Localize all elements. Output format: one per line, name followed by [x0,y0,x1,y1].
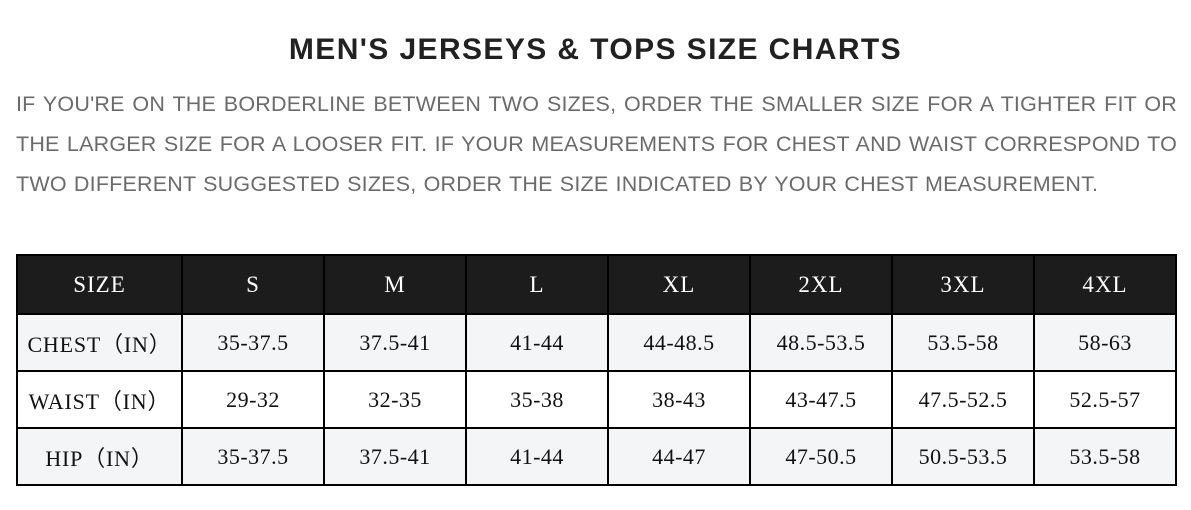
table-header-row: SIZE S M L XL 2XL 3XL 4XL [16,254,1177,315]
cell-chest-xl: 44-48.5 [607,313,751,372]
cell-chest-2xl: 48.5-53.5 [749,313,893,372]
page-title: MEN'S JERSEYS & TOPS SIZE CHARTS [288,33,903,66]
table-header: SIZE S M L XL 2XL 3XL 4XL [16,254,1177,315]
cell-chest-4xl: 58-63 [1033,313,1177,372]
table-row-waist: WAIST（IN） 29-32 32-35 35-38 38-43 43-47.… [16,370,1177,429]
size-chart-table: SIZE S M L XL 2XL 3XL 4XL CHEST（IN） 35-3… [16,254,1177,486]
cell-hip-s: 35-37.5 [181,427,325,486]
cell-waist-3xl: 47.5-52.5 [891,370,1035,429]
column-header-2xl: 2XL [749,254,893,315]
cell-chest-3xl: 53.5-58 [891,313,1035,372]
table-body: CHEST（IN） 35-37.5 37.5-41 41-44 44-48.5 … [16,313,1177,486]
table-row-hip: HIP（IN） 35-37.5 37.5-41 41-44 44-47 47-5… [16,427,1177,486]
column-header-l: L [465,254,609,315]
column-header-m: M [323,254,467,315]
cell-hip-2xl: 47-50.5 [749,427,893,486]
sizing-instructions-text: IF YOU'RE ON THE BORDERLINE BETWEEN TWO … [16,92,1177,196]
row-label-chest: CHEST（IN） [16,313,183,372]
column-header-4xl: 4XL [1033,254,1177,315]
cell-chest-m: 37.5-41 [323,313,467,372]
cell-hip-3xl: 50.5-53.5 [891,427,1035,486]
cell-waist-2xl: 43-47.5 [749,370,893,429]
cell-waist-4xl: 52.5-57 [1033,370,1177,429]
cell-waist-s: 29-32 [181,370,325,429]
row-label-waist: WAIST（IN） [16,370,183,429]
size-table-container: SIZE S M L XL 2XL 3XL 4XL CHEST（IN） 35-3… [16,254,1177,486]
column-header-size: SIZE [16,254,183,315]
cell-waist-m: 32-35 [323,370,467,429]
cell-waist-l: 35-38 [465,370,609,429]
cell-chest-l: 41-44 [465,313,609,372]
cell-hip-l: 41-44 [465,427,609,486]
column-header-3xl: 3XL [891,254,1035,315]
cell-chest-s: 35-37.5 [181,313,325,372]
cell-hip-xl: 44-47 [607,427,751,486]
cell-waist-xl: 38-43 [607,370,751,429]
cell-hip-4xl: 53.5-58 [1033,427,1177,486]
column-header-xl: XL [607,254,751,315]
cell-hip-m: 37.5-41 [323,427,467,486]
column-header-s: S [181,254,325,315]
row-label-hip: HIP（IN） [16,427,183,486]
table-row-chest: CHEST（IN） 35-37.5 37.5-41 41-44 44-48.5 … [16,313,1177,372]
